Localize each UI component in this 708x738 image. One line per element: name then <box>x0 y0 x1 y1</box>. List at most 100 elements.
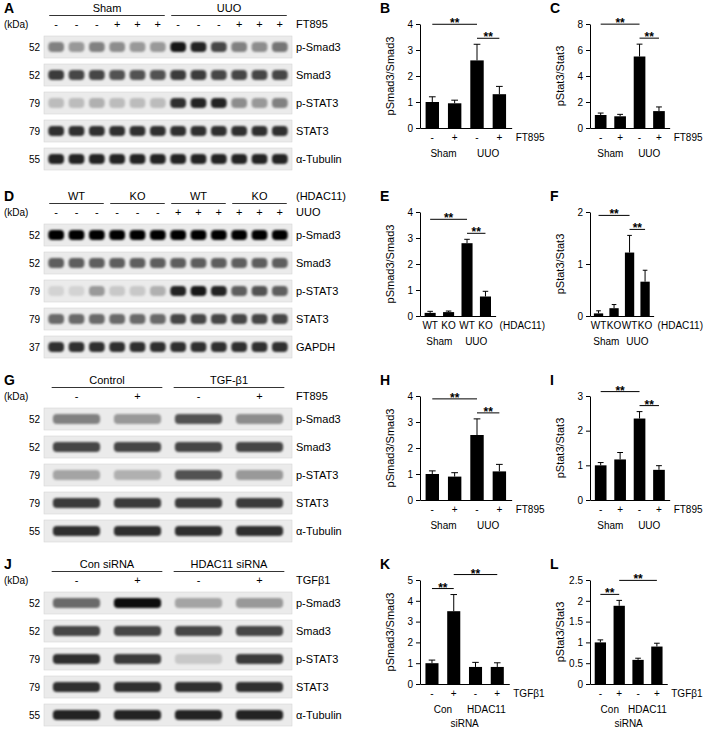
error-bar <box>598 640 604 642</box>
treatment-sign: + <box>155 18 161 30</box>
blot-band <box>130 154 146 164</box>
y-tick-label: 1 <box>407 97 413 108</box>
error-bar-cap <box>598 113 604 114</box>
blot-band <box>69 230 85 240</box>
error-bar <box>451 473 458 477</box>
blot-band <box>48 70 64 80</box>
bar <box>634 57 646 129</box>
blot-band <box>231 286 247 296</box>
x-tick-label: KO <box>441 320 456 331</box>
bar <box>426 102 439 128</box>
blot-band <box>150 98 166 108</box>
x-tick-label: WT <box>591 320 607 331</box>
x-tick: + <box>656 128 662 143</box>
blot-band <box>89 286 105 296</box>
bar <box>595 642 606 684</box>
y-tick-mark <box>416 76 420 77</box>
significance-label: ** <box>605 586 615 600</box>
y-tick-label: 0 <box>577 495 583 506</box>
chart-panel: LTGFβ100.511.522.5-+-+ConHDAC11siRNA****… <box>550 556 703 729</box>
x-tick-label: + <box>496 504 502 515</box>
blot-band <box>69 154 85 164</box>
x-axis-line <box>421 684 510 685</box>
error-bar <box>656 466 662 470</box>
blot-band <box>48 314 64 324</box>
blot-band <box>191 314 207 324</box>
lane-group-line <box>52 571 163 572</box>
y-tick-label: 4 <box>577 71 583 82</box>
y-tick-mark <box>586 102 590 103</box>
group-label: UUO <box>638 148 660 159</box>
blot-band <box>89 126 105 136</box>
blot-band <box>231 98 247 108</box>
y-axis: 012 <box>577 207 590 322</box>
error-bar <box>451 100 458 103</box>
blot-band <box>48 342 64 352</box>
x-tick: - <box>430 684 433 699</box>
error-bar <box>429 660 436 663</box>
error-bar-cap <box>617 114 623 115</box>
error-bar <box>627 235 632 252</box>
x-factor-label: TGFβ1 <box>671 688 703 699</box>
panel-letter: K <box>380 556 390 572</box>
significance-label: ** <box>633 572 643 586</box>
y-tick: 0 <box>577 123 590 134</box>
blot-band <box>109 230 125 240</box>
lane-group-line <box>174 387 285 388</box>
y-tick-mark <box>416 238 420 239</box>
y-axis-title: pStat3/Stat3 <box>554 602 566 663</box>
bar <box>614 459 626 500</box>
error-bar-cap <box>427 311 433 312</box>
blot-band <box>191 42 207 52</box>
y-tick: 4 <box>407 19 420 30</box>
x-tick: + <box>496 128 502 143</box>
chart-panel: BFT89501234-+-+ShamUUO****pSmad3/Smad3 <box>380 0 545 159</box>
treatment-sign: - <box>197 574 201 586</box>
blot-band <box>89 258 105 268</box>
error-bar-cap <box>429 660 436 661</box>
error-bar <box>472 662 479 667</box>
y-axis-line <box>590 25 591 129</box>
blot-band <box>252 342 268 352</box>
y-tick-label: 4 <box>407 207 413 218</box>
y-tick: 3 <box>407 616 420 627</box>
group-label: UUO <box>638 520 660 531</box>
kda-value: 79 <box>29 654 41 665</box>
x-tick: - <box>475 128 478 143</box>
y-tick-mark <box>416 422 420 423</box>
x-tick-label: WT <box>459 320 475 331</box>
blot-band <box>130 126 146 136</box>
marks <box>595 600 663 684</box>
error-bar <box>450 595 457 612</box>
y-tick: 3 <box>577 391 590 402</box>
blot-row-label: Smad3 <box>296 69 331 81</box>
y-tick: 2 <box>407 259 420 270</box>
error-bar <box>596 311 601 314</box>
blot-band <box>48 286 64 296</box>
blot-strip <box>44 120 292 142</box>
y-tick-mark <box>416 102 420 103</box>
group-suffix: siRNA <box>614 718 643 729</box>
bar <box>480 297 491 317</box>
x-tick-label: + <box>616 688 622 699</box>
error-bar-cap <box>483 291 489 292</box>
blot-strip <box>44 592 292 614</box>
error-bar-cap <box>656 106 662 107</box>
y-axis-title: pSmad3/Smad3 <box>384 37 396 116</box>
blot-band <box>252 154 268 164</box>
blot-band <box>272 70 288 80</box>
x-tick: KO <box>478 316 493 331</box>
treatment-sign: - <box>217 18 221 30</box>
blot-band <box>48 98 64 108</box>
y-axis: 01234 <box>407 207 420 322</box>
blot-row-label: STAT3 <box>296 497 329 509</box>
bar <box>614 606 625 684</box>
blot-band <box>252 42 268 52</box>
blot-band <box>48 154 64 164</box>
x-tick-label: WT <box>422 320 438 331</box>
treatment-sign: + <box>114 18 120 30</box>
blot-band <box>272 314 288 324</box>
x-tick-label: + <box>617 132 623 143</box>
y-axis-title: pSmad3/Smad3 <box>384 225 396 304</box>
error-bar-stem <box>499 464 500 471</box>
